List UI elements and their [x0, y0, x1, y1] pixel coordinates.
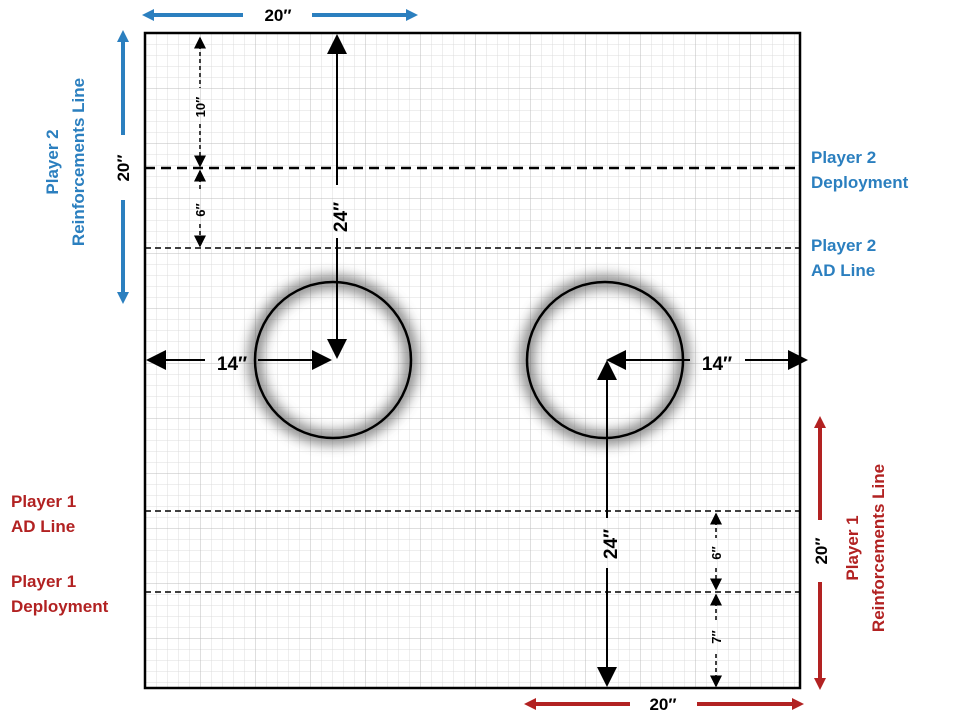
circle-left-offset-label: 14″ [217, 354, 247, 375]
player1-ad-label-2: AD Line [11, 517, 75, 536]
player2-reinforcements-label: Player 2 Reinforcements Line [43, 78, 88, 246]
player1-deployment-label-2: Deployment [11, 597, 109, 616]
player2-ad-label-1: Player 2 [811, 236, 876, 255]
player2-gap-6-label: 6″ [193, 203, 208, 216]
player1-deployment-label-1: Player 1 [11, 572, 76, 591]
top-width-label: 20″ [264, 6, 291, 25]
top-width-arrow [142, 9, 418, 21]
bottom-width-label: 20″ [649, 695, 676, 714]
player2-reinforcements-line1: Player 2 [43, 129, 62, 194]
player2-depth-arrow [117, 30, 129, 304]
player2-reinforcements-line2: Reinforcements Line [69, 78, 88, 246]
board-grid [143, 31, 802, 690]
player2-deployment-label-1: Player 2 [811, 148, 876, 167]
player2-ad-label-2: AD Line [811, 261, 875, 280]
player1-reinforcements-label: Player 1 Reinforcements Line [843, 464, 888, 632]
objective-circle-left [248, 275, 418, 445]
circle-left-depth-label: 24″ [331, 202, 352, 232]
circle-right-depth-label: 24″ [601, 529, 622, 559]
bottom-width-arrow [524, 698, 804, 710]
circle-right-offset-label: 14″ [702, 354, 732, 375]
player1-reinforcements-line2: Reinforcements Line [869, 464, 888, 632]
player1-gap-6-label: 6″ [709, 546, 724, 559]
player2-deployment-label-2: Deployment [811, 173, 909, 192]
player1-depth-arrow [814, 416, 826, 690]
player2-gap-10-label: 10″ [193, 97, 208, 118]
player1-reinforcements-line1: Player 1 [843, 515, 862, 580]
player1-depth-label: 20″ [812, 537, 831, 564]
player1-ad-label-1: Player 1 [11, 492, 76, 511]
player2-depth-label: 20″ [114, 154, 133, 181]
player1-gap-7-label: 7″ [709, 630, 724, 643]
